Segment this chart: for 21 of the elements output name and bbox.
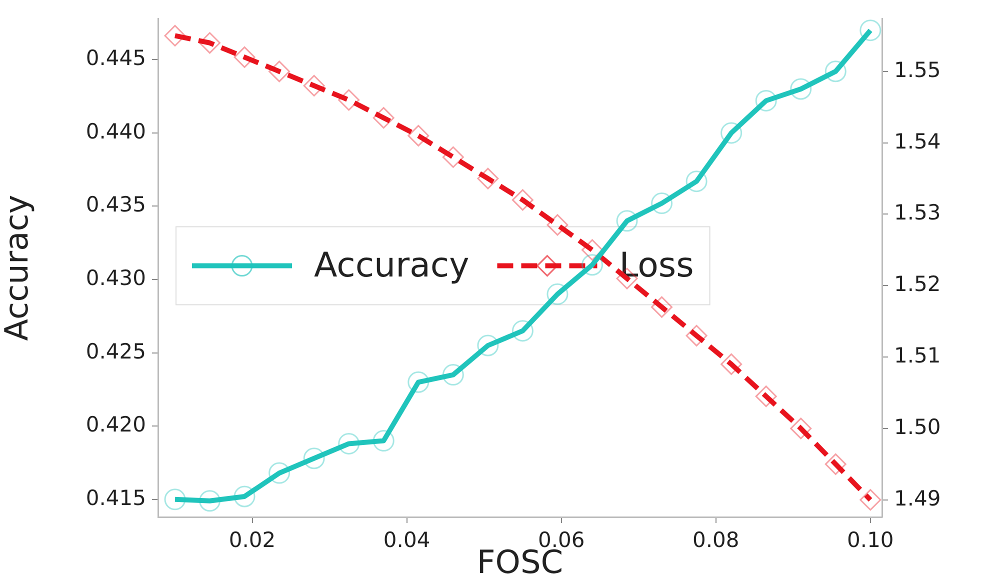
x-tick-label: 0.02 [228, 528, 276, 552]
y-tick-label: 0.445 [86, 46, 146, 70]
y-tick-label: 0.425 [86, 339, 146, 364]
y2-tick-label: 1.51 [894, 344, 941, 368]
y-tick-label: 0.415 [86, 486, 146, 510]
x-tick-label: 0.04 [383, 528, 430, 552]
legend-label: Loss [619, 246, 694, 286]
y-tick-label: 0.435 [86, 192, 146, 217]
y-axis-title: Accuracy [0, 194, 36, 341]
x-tick-label: 0.10 [847, 528, 894, 552]
y-tick-label: 0.420 [86, 412, 146, 437]
y2-tick-label: 1.53 [894, 200, 941, 225]
y2-tick-label: 1.54 [894, 129, 941, 154]
y2-tick-label: 1.50 [894, 414, 941, 439]
y-tick-label: 0.440 [86, 119, 146, 144]
y2-tick-label: 1.52 [894, 272, 941, 296]
legend-label: Accuracy [314, 246, 470, 286]
y-tick-label: 0.430 [86, 266, 146, 290]
y2-tick-label: 1.55 [894, 58, 941, 82]
x-tick-label: 0.08 [692, 528, 740, 552]
y2-tick-label: 1.49 [894, 486, 941, 510]
